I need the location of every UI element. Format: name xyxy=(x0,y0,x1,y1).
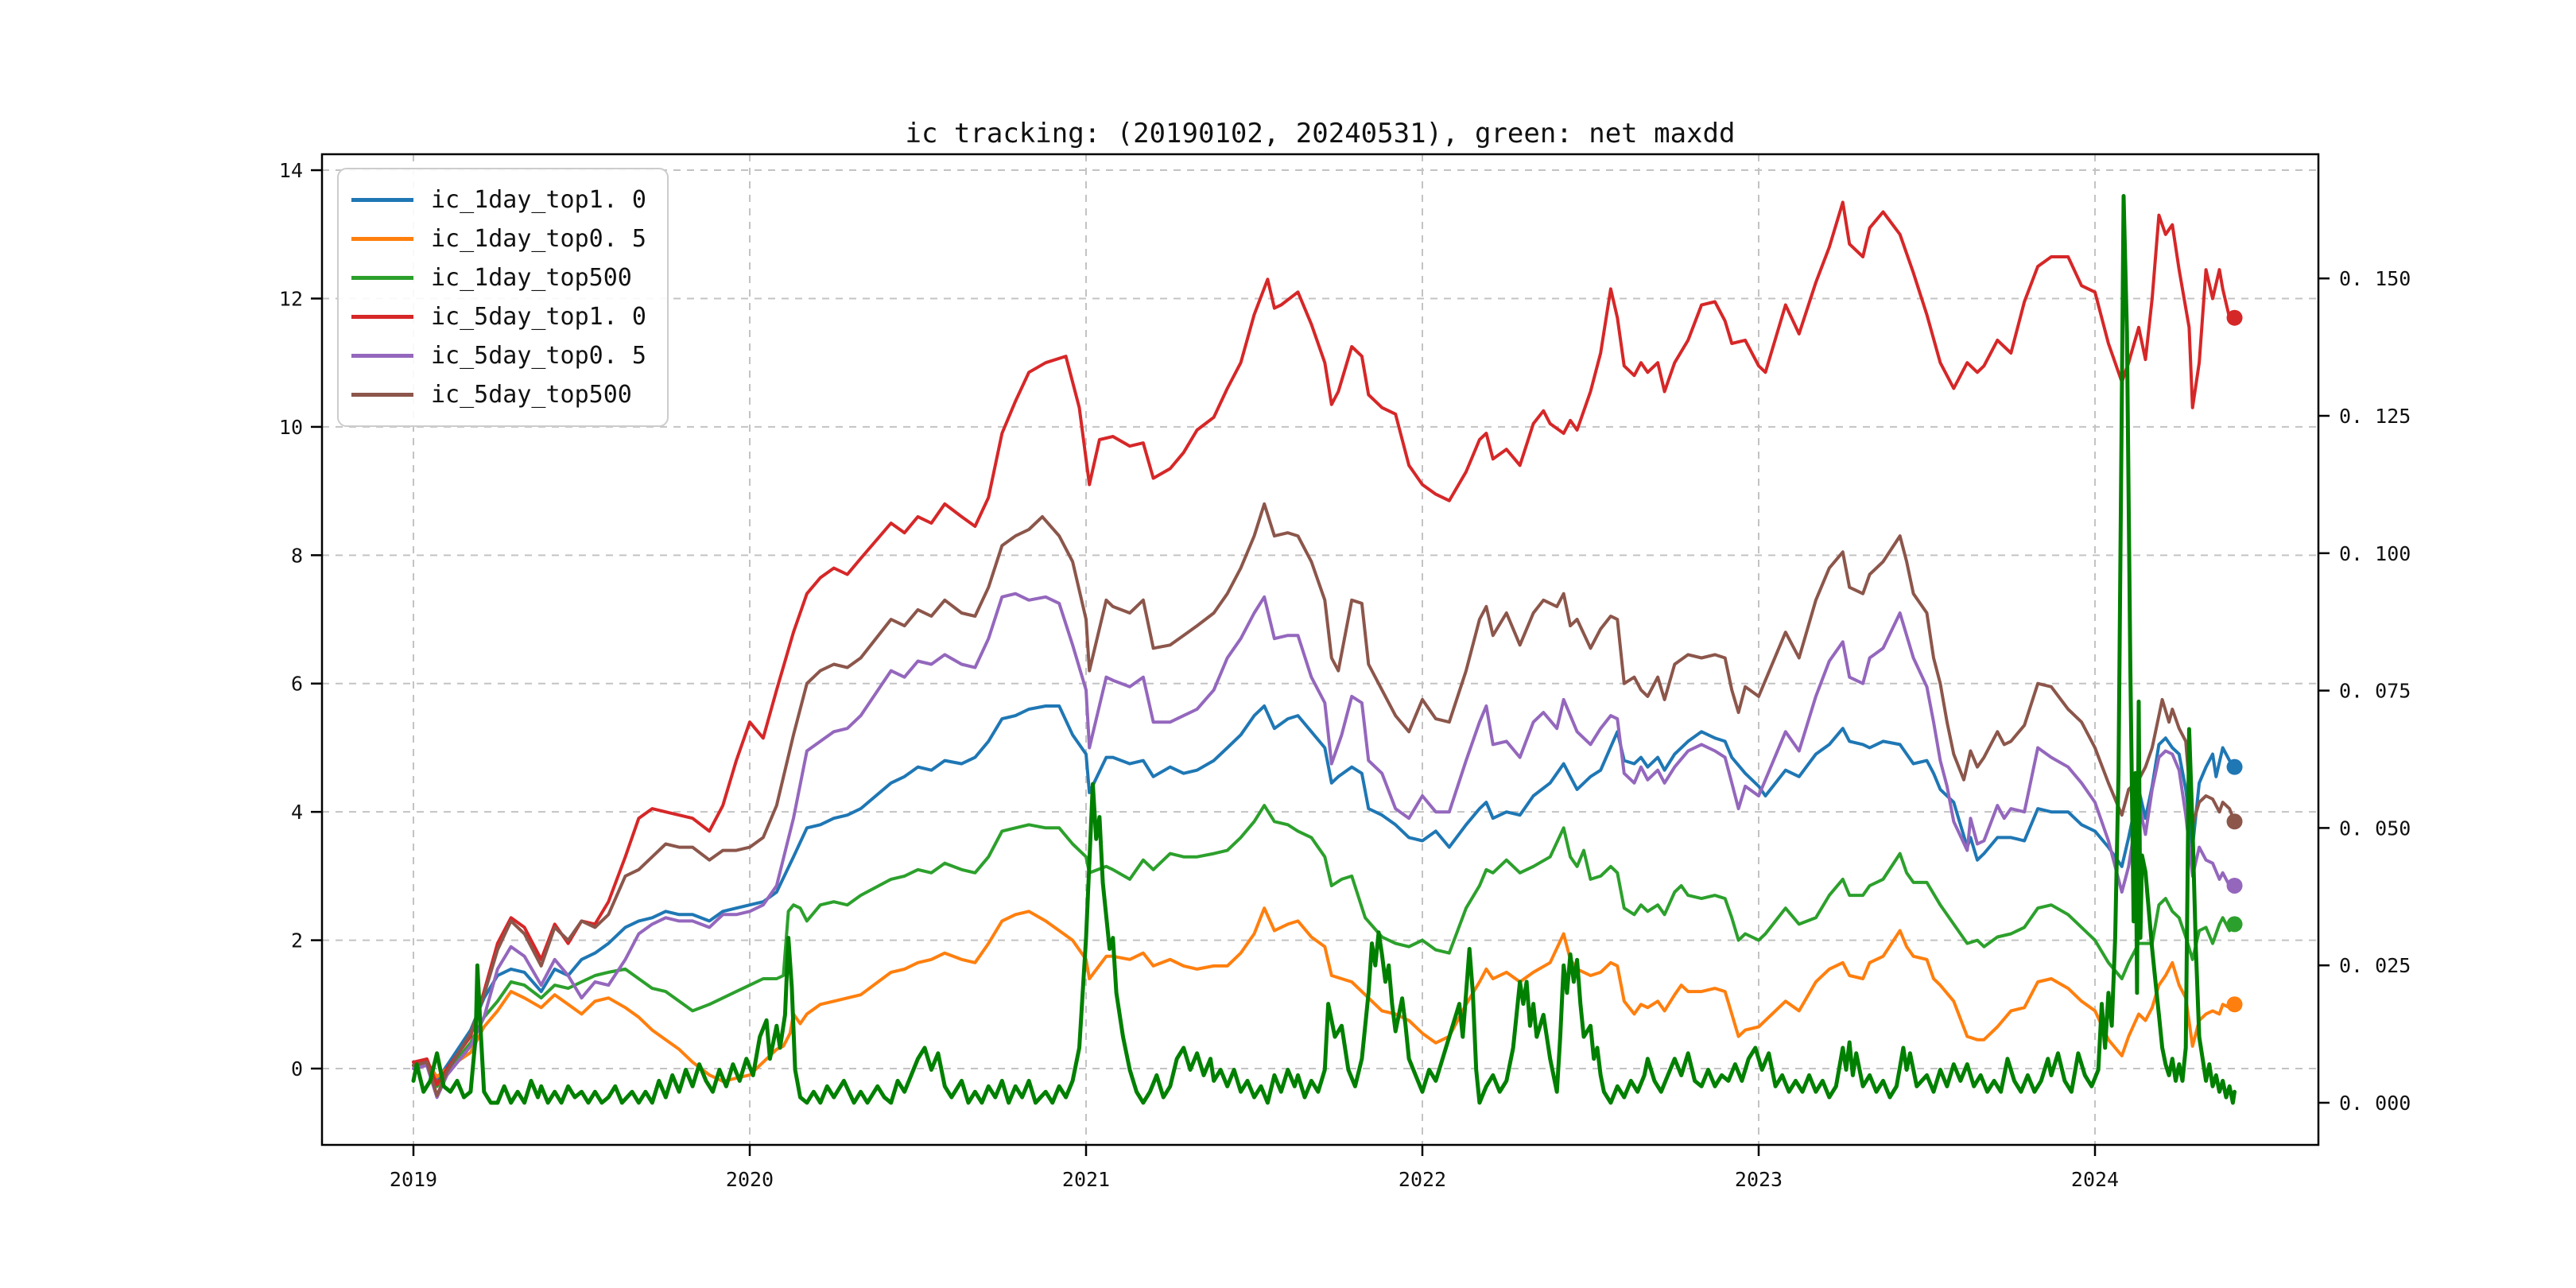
right-tick-label: 0. 025 xyxy=(2339,954,2411,977)
legend-line-swatch xyxy=(351,393,413,397)
legend-item: ic_1day_top500 xyxy=(351,258,646,297)
x-tick-label: 2023 xyxy=(1735,1168,1783,1191)
right-tick-label: 0. 125 xyxy=(2339,405,2411,428)
legend-label: ic_1day_top1. 0 xyxy=(431,186,646,214)
legend-item: ic_1day_top0. 5 xyxy=(351,219,646,258)
series-ic_5day_top1.0-line xyxy=(412,200,2237,1087)
legend-label: ic_5day_top1. 0 xyxy=(431,303,646,331)
legend-item: ic_5day_top500 xyxy=(351,375,646,414)
legend-item: ic_1day_top1. 0 xyxy=(351,180,646,219)
legend-label: ic_5day_top0. 5 xyxy=(431,342,646,370)
right-tick-label: 0. 050 xyxy=(2339,817,2411,840)
series-ic_5day_top0.5-line xyxy=(412,592,2237,1100)
left-tick-label: 12 xyxy=(279,287,303,310)
legend-label: ic_5day_top500 xyxy=(431,381,632,409)
legend-label: ic_1day_top0. 5 xyxy=(431,225,646,253)
legend: ic_1day_top1. 0 ic_1day_top0. 5 ic_1day_to… xyxy=(337,168,669,427)
right-tick-label: 0. 000 xyxy=(2339,1092,2411,1115)
series-ic_1day_top1.0-end-marker xyxy=(2226,758,2243,775)
legend-line-swatch xyxy=(351,237,413,241)
left-tick-label: 4 xyxy=(291,801,303,824)
left-tick-label: 8 xyxy=(291,544,303,567)
legend-line-swatch xyxy=(351,315,413,319)
x-tick-label: 2024 xyxy=(2071,1168,2119,1191)
series-ic_1day_top500-line xyxy=(412,804,2237,1088)
series-ic_5day_top500-line xyxy=(412,502,2237,1097)
right-tick-label: 0. 075 xyxy=(2339,680,2411,703)
series-ic_5day_top1.0-end-marker xyxy=(2226,309,2243,326)
x-tick-label: 2020 xyxy=(726,1168,774,1191)
right-tick-label: 0. 100 xyxy=(2339,542,2411,565)
plot-frame xyxy=(320,153,2320,1146)
left-tick-label: 10 xyxy=(279,416,303,439)
series-ic_1day_top0.5-end-marker xyxy=(2226,996,2243,1013)
left-tick-label: 2 xyxy=(291,929,303,952)
x-tick-label: 2019 xyxy=(390,1168,437,1191)
legend-line-swatch xyxy=(351,354,413,358)
legend-item: ic_5day_top0. 5 xyxy=(351,336,646,375)
left-tick-label: 6 xyxy=(291,673,303,696)
series-ic_1day_top500-end-marker xyxy=(2226,916,2243,933)
series-ic_5day_top0.5-end-marker xyxy=(2226,877,2243,894)
left-tick-label: 0 xyxy=(291,1057,303,1080)
right-tick-label: 0. 150 xyxy=(2339,267,2411,290)
legend-item: ic_5day_top1. 0 xyxy=(351,297,646,336)
series-ic_1day_top0.5-line xyxy=(412,906,2237,1084)
left-tick-label: 14 xyxy=(279,159,303,182)
legend-line-swatch xyxy=(351,198,413,202)
series-ic_5day_top500-end-marker xyxy=(2226,813,2243,830)
x-tick-label: 2022 xyxy=(1399,1168,1446,1191)
x-tick-label: 2021 xyxy=(1062,1168,1110,1191)
series-net_maxdd-line xyxy=(411,194,2237,1105)
chart-title: ic tracking: (20190102, 20240531), green… xyxy=(905,118,1736,149)
legend-label: ic_1day_top500 xyxy=(431,264,632,292)
legend-line-swatch xyxy=(351,276,413,280)
